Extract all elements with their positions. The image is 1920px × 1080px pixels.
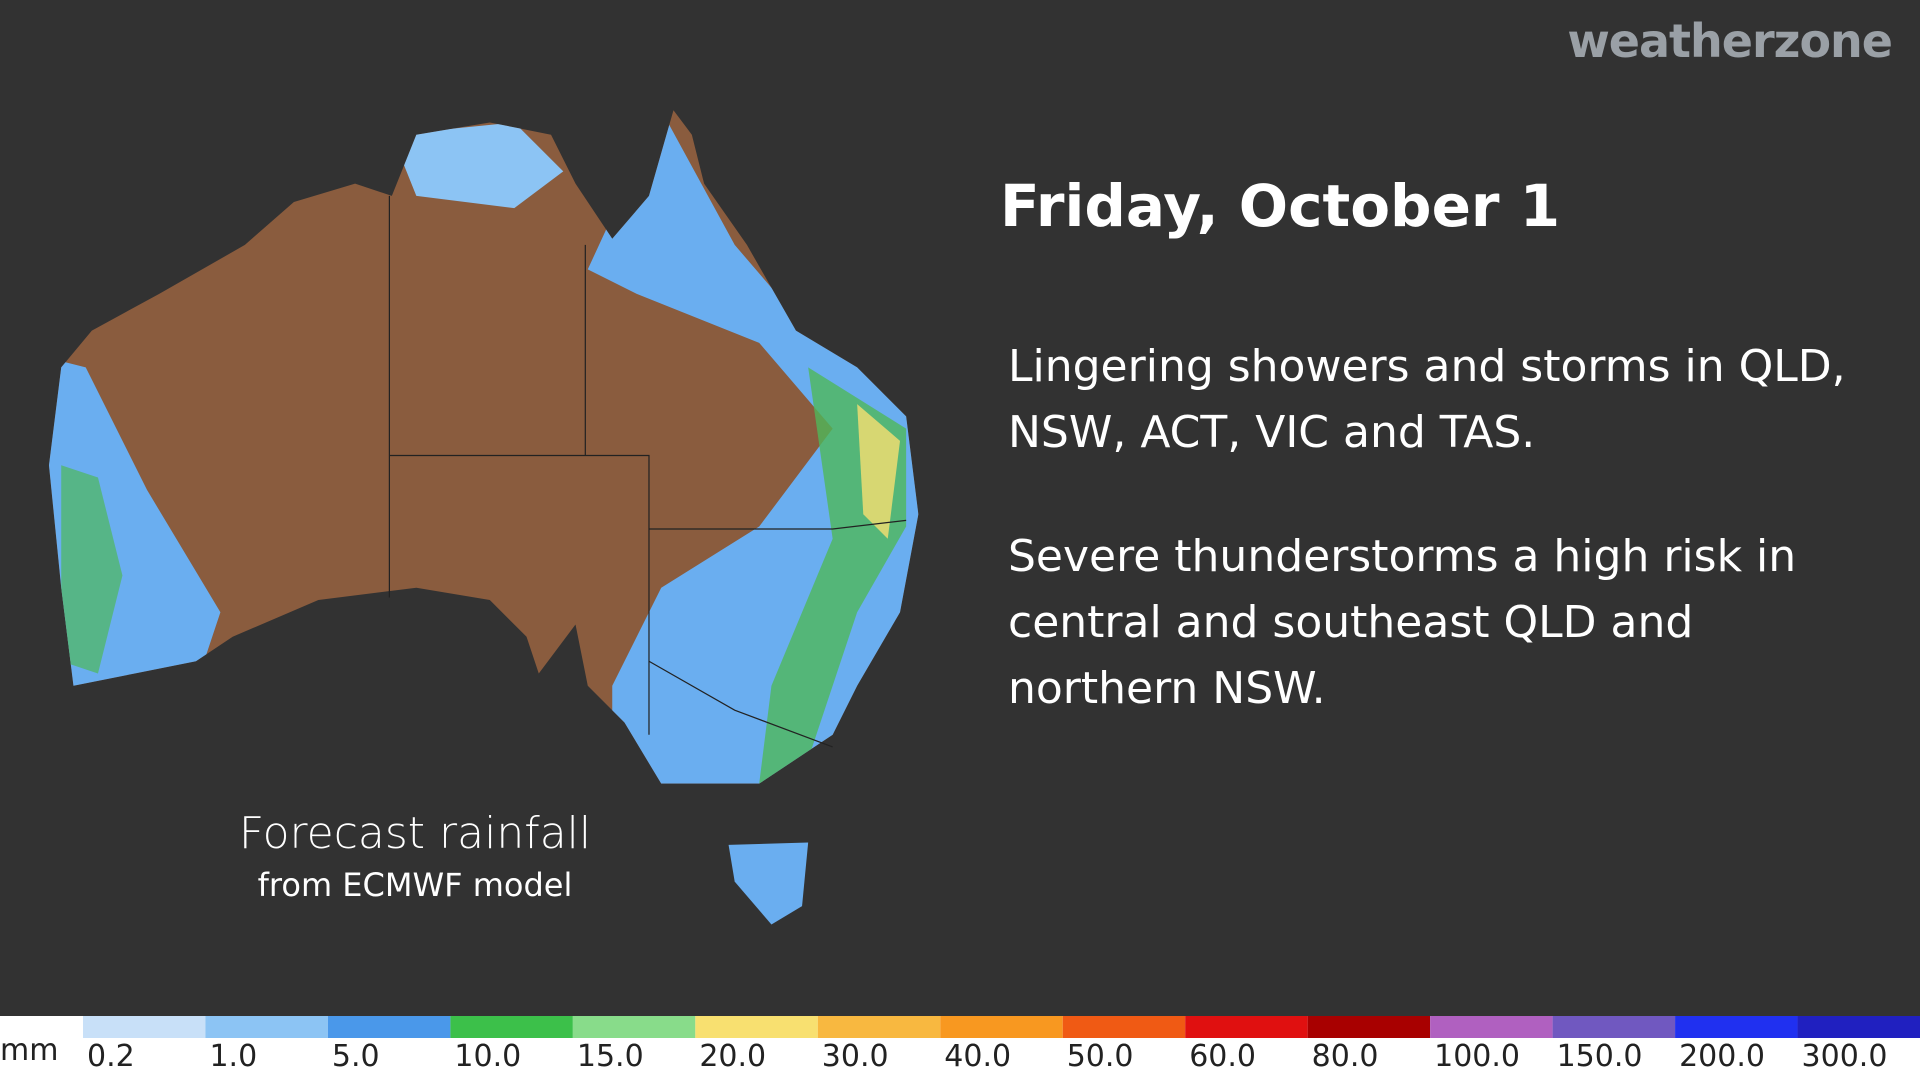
legend-label: 60.0: [1189, 1039, 1256, 1074]
legend-swatch: [940, 1016, 1063, 1038]
legend-swatch: [817, 1016, 941, 1038]
legend-label: 15.0: [577, 1039, 644, 1074]
legend-label: 10.0: [454, 1039, 521, 1074]
legend-swatch: [1430, 1016, 1553, 1038]
legend-label: 100.0: [1434, 1039, 1520, 1074]
legend-swatch: [450, 1016, 573, 1038]
legend-swatch: [327, 1016, 451, 1038]
paragraph: Severe thunderstorms a high risk in cent…: [1008, 531, 1797, 714]
brand-logo: weatherzone: [1567, 14, 1893, 68]
legend-label: 20.0: [699, 1039, 766, 1074]
legend-swatch: [1062, 1016, 1186, 1038]
legend-swatch: [1552, 1016, 1676, 1038]
tasmania: [728, 842, 809, 925]
legend-label: 30.0: [822, 1039, 889, 1074]
legend-swatch: [1797, 1016, 1920, 1038]
legend-swatch: [205, 1016, 328, 1038]
legend-label: 0.2: [87, 1039, 135, 1074]
legend-label: 5.0: [332, 1039, 380, 1074]
legend-swatch: [572, 1016, 696, 1038]
map: [48, 110, 919, 925]
state-borders: [388, 195, 907, 748]
legend-unit: mm: [0, 1033, 58, 1068]
caption-subtitle: from ECMWF model: [257, 866, 573, 904]
legend-swatch: [83, 1016, 206, 1038]
title: Friday, October 1: [1000, 172, 1561, 240]
legend: mm 0.2 1.0 5.0 10.0 15.0 20.0 30.0 40.0 50.0 60.0…: [0, 1016, 1920, 1080]
rainfall-overlay: [48, 110, 919, 784]
legend-swatch: [1185, 1016, 1308, 1038]
legend-label: 80.0: [1312, 1039, 1379, 1074]
legend-swatch: [695, 1016, 818, 1038]
legend-label: 300.0: [1802, 1039, 1888, 1074]
legend-label: 40.0: [944, 1039, 1011, 1074]
legend-swatch: [1675, 1016, 1798, 1038]
legend-swatch: [1307, 1016, 1431, 1038]
legend-label: 50.0: [1067, 1039, 1134, 1074]
legend-label: 200.0: [1679, 1039, 1765, 1074]
legend-label: 1.0: [209, 1039, 257, 1074]
paragraph: Lingering showers and storms in QLD, NSW…: [1008, 341, 1846, 458]
caption-title: Forecast rainfall: [238, 808, 592, 859]
legend-label: 150.0: [1557, 1039, 1643, 1074]
